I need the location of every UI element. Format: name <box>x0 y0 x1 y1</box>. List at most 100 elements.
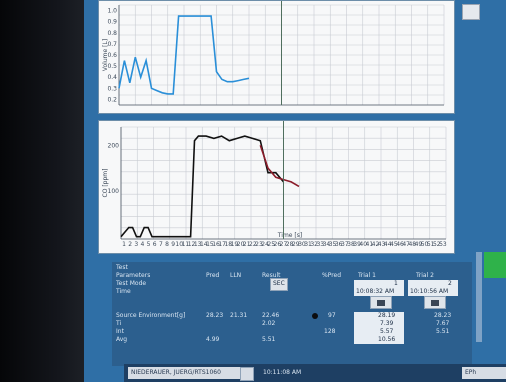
trial2-time: 10:10:56 AM <box>410 288 449 295</box>
row-label-test-mode: Test Mode <box>116 280 147 287</box>
x-axis-label: Time [s] <box>277 232 302 239</box>
col-pct-pred: %Pred <box>322 272 342 279</box>
x-tick-label: 34 <box>323 241 331 248</box>
x-tick-label: 38 <box>347 241 355 248</box>
x-tick-label: 31 <box>304 241 312 248</box>
status-green-indicator <box>484 252 506 278</box>
series-line-2 <box>259 145 300 188</box>
x-tick-label: 40 <box>359 241 367 248</box>
x-tick-label: 17 <box>218 241 226 248</box>
trial1-play-button[interactable] <box>370 296 392 309</box>
y-tick-label: 0.2 <box>107 96 117 103</box>
y-tick-label: 0.7 <box>107 41 117 48</box>
y-tick-label: 0.3 <box>107 85 117 92</box>
x-tick-label: 19 <box>231 241 239 248</box>
t1d-cell: 10.56 <box>354 336 404 344</box>
col-trial2: Trial 2 <box>416 272 434 279</box>
x-tick-label: 37 <box>341 241 349 248</box>
x-tick-label: 2 <box>128 241 132 248</box>
x-tick-label: 53 <box>439 241 447 248</box>
t1d-value: 10.56 <box>378 336 396 343</box>
t1b-cell: 7.39 <box>354 320 404 328</box>
x-tick-label: 15 <box>206 241 214 248</box>
trial2-time-cell: 10:10:56 AM <box>408 288 458 296</box>
co-chart-panel: 200 100 1 2 3 4 5 6 7 8 9 10 11 12 13 14 15 16 17 18 19 20 21 2… <box>98 120 455 254</box>
status-right-label: EPh <box>465 369 477 376</box>
x-tick-label: 46 <box>396 241 404 248</box>
x-tick-label: 5 <box>147 241 151 248</box>
right-scrollbar[interactable] <box>476 252 482 342</box>
x-tick-label: 1 <box>122 241 126 248</box>
x-tick-label: 33 <box>316 241 324 248</box>
col-lln: LLN <box>230 272 242 279</box>
volume-chart: 1.0 0.9 0.8 0.7 0.6 0.5 0.4 0.3 0.2 Volume [L] <box>102 1 445 106</box>
x-tick-label: 20 <box>237 241 245 248</box>
y-tick-label: 0.6 <box>107 52 117 59</box>
x-tick-label: 3 <box>134 241 138 248</box>
x-tick-label: 26 <box>274 241 282 248</box>
x-tick-label: 48 <box>408 241 416 248</box>
results-table: Test Parameters Pred LLN Result %Pred Tr… <box>112 262 472 366</box>
status-right-field: EPh <box>462 367 506 379</box>
pct3-value: 128 <box>324 328 336 335</box>
pred-value: 28.23 <box>206 312 224 319</box>
sec-label: SEC <box>273 280 285 287</box>
result3-value: 5.51 <box>262 336 276 343</box>
user-edit-icon[interactable] <box>240 367 254 381</box>
t1c-cell: 5.57 <box>354 328 404 336</box>
y-tick-label: 100 <box>108 188 120 195</box>
volume-chart-panel: 1.0 0.9 0.8 0.7 0.6 0.5 0.4 0.3 0.2 Volume [L] <box>98 0 455 114</box>
x-tick-label: 7 <box>159 241 163 248</box>
x-tick-label: 32 <box>310 241 318 248</box>
x-tick-label: 8 <box>165 241 169 248</box>
section-label: Test <box>116 264 128 271</box>
trial2-play-button[interactable] <box>424 296 446 309</box>
play-icon <box>377 299 385 306</box>
x-tick-label: 42 <box>372 241 380 248</box>
x-tick-label: 35 <box>329 241 337 248</box>
trial2-index: 2 <box>448 280 452 287</box>
result2-value: 2.02 <box>262 320 276 327</box>
x-tick-label: 41 <box>366 241 374 248</box>
trial1-time: 10:08:32 AM <box>356 288 395 295</box>
row-label-int: Int <box>116 328 124 335</box>
x-tick-label: 25 <box>267 241 275 248</box>
y-axis-label: CO [ppm] <box>102 169 109 198</box>
y-tick-label: 0.5 <box>107 63 117 70</box>
x-tick-label: 13 <box>194 241 202 248</box>
clock-time: 10:11:08 AM <box>263 369 302 376</box>
play-icon <box>431 299 439 306</box>
col-result: Result <box>262 272 281 279</box>
col-pred: Pred <box>206 272 220 279</box>
t2a-value: 28.23 <box>434 312 452 319</box>
x-tick-label: 10 <box>175 241 183 248</box>
x-tick-label: 45 <box>390 241 398 248</box>
y-tick-label: 1.0 <box>107 8 117 15</box>
t2b-value: 7.67 <box>436 320 450 327</box>
x-tick-label: 23 <box>255 241 263 248</box>
trial2-index-cell: 2 <box>408 280 458 288</box>
col-trial1: Trial 1 <box>358 272 376 279</box>
result-sec-button[interactable]: SEC <box>270 278 288 291</box>
status-bar: NIEDERAUER, JUERG/RTS1060 10:11:08 AM EP… <box>124 364 506 382</box>
t1a-value: 28.19 <box>378 312 396 319</box>
clock-field: 10:11:08 AM <box>260 367 306 379</box>
x-tick-label: 9 <box>171 241 175 248</box>
x-tick-label: 22 <box>249 241 257 248</box>
monitor-bezel <box>0 0 84 382</box>
x-tick-label: 39 <box>353 241 361 248</box>
row-label-parameters: Parameters <box>116 272 151 279</box>
x-tick-label: 11 <box>182 241 190 248</box>
trial1-index: 1 <box>394 280 398 287</box>
t1a-cell: 28.19 <box>354 312 404 320</box>
y-tick-label: 0.9 <box>107 19 117 26</box>
x-tick-label: 47 <box>402 241 410 248</box>
x-tick-label: 24 <box>261 241 269 248</box>
user-field[interactable]: NIEDERAUER, JUERG/RTS1060 <box>128 367 240 379</box>
x-tick-label: 51 <box>427 241 435 248</box>
chart-tool-icon[interactable] <box>462 4 480 20</box>
pred4-value: 4.99 <box>206 336 220 343</box>
x-tick-label: 6 <box>153 241 157 248</box>
y-axis-label: Volume [L] <box>102 39 109 71</box>
